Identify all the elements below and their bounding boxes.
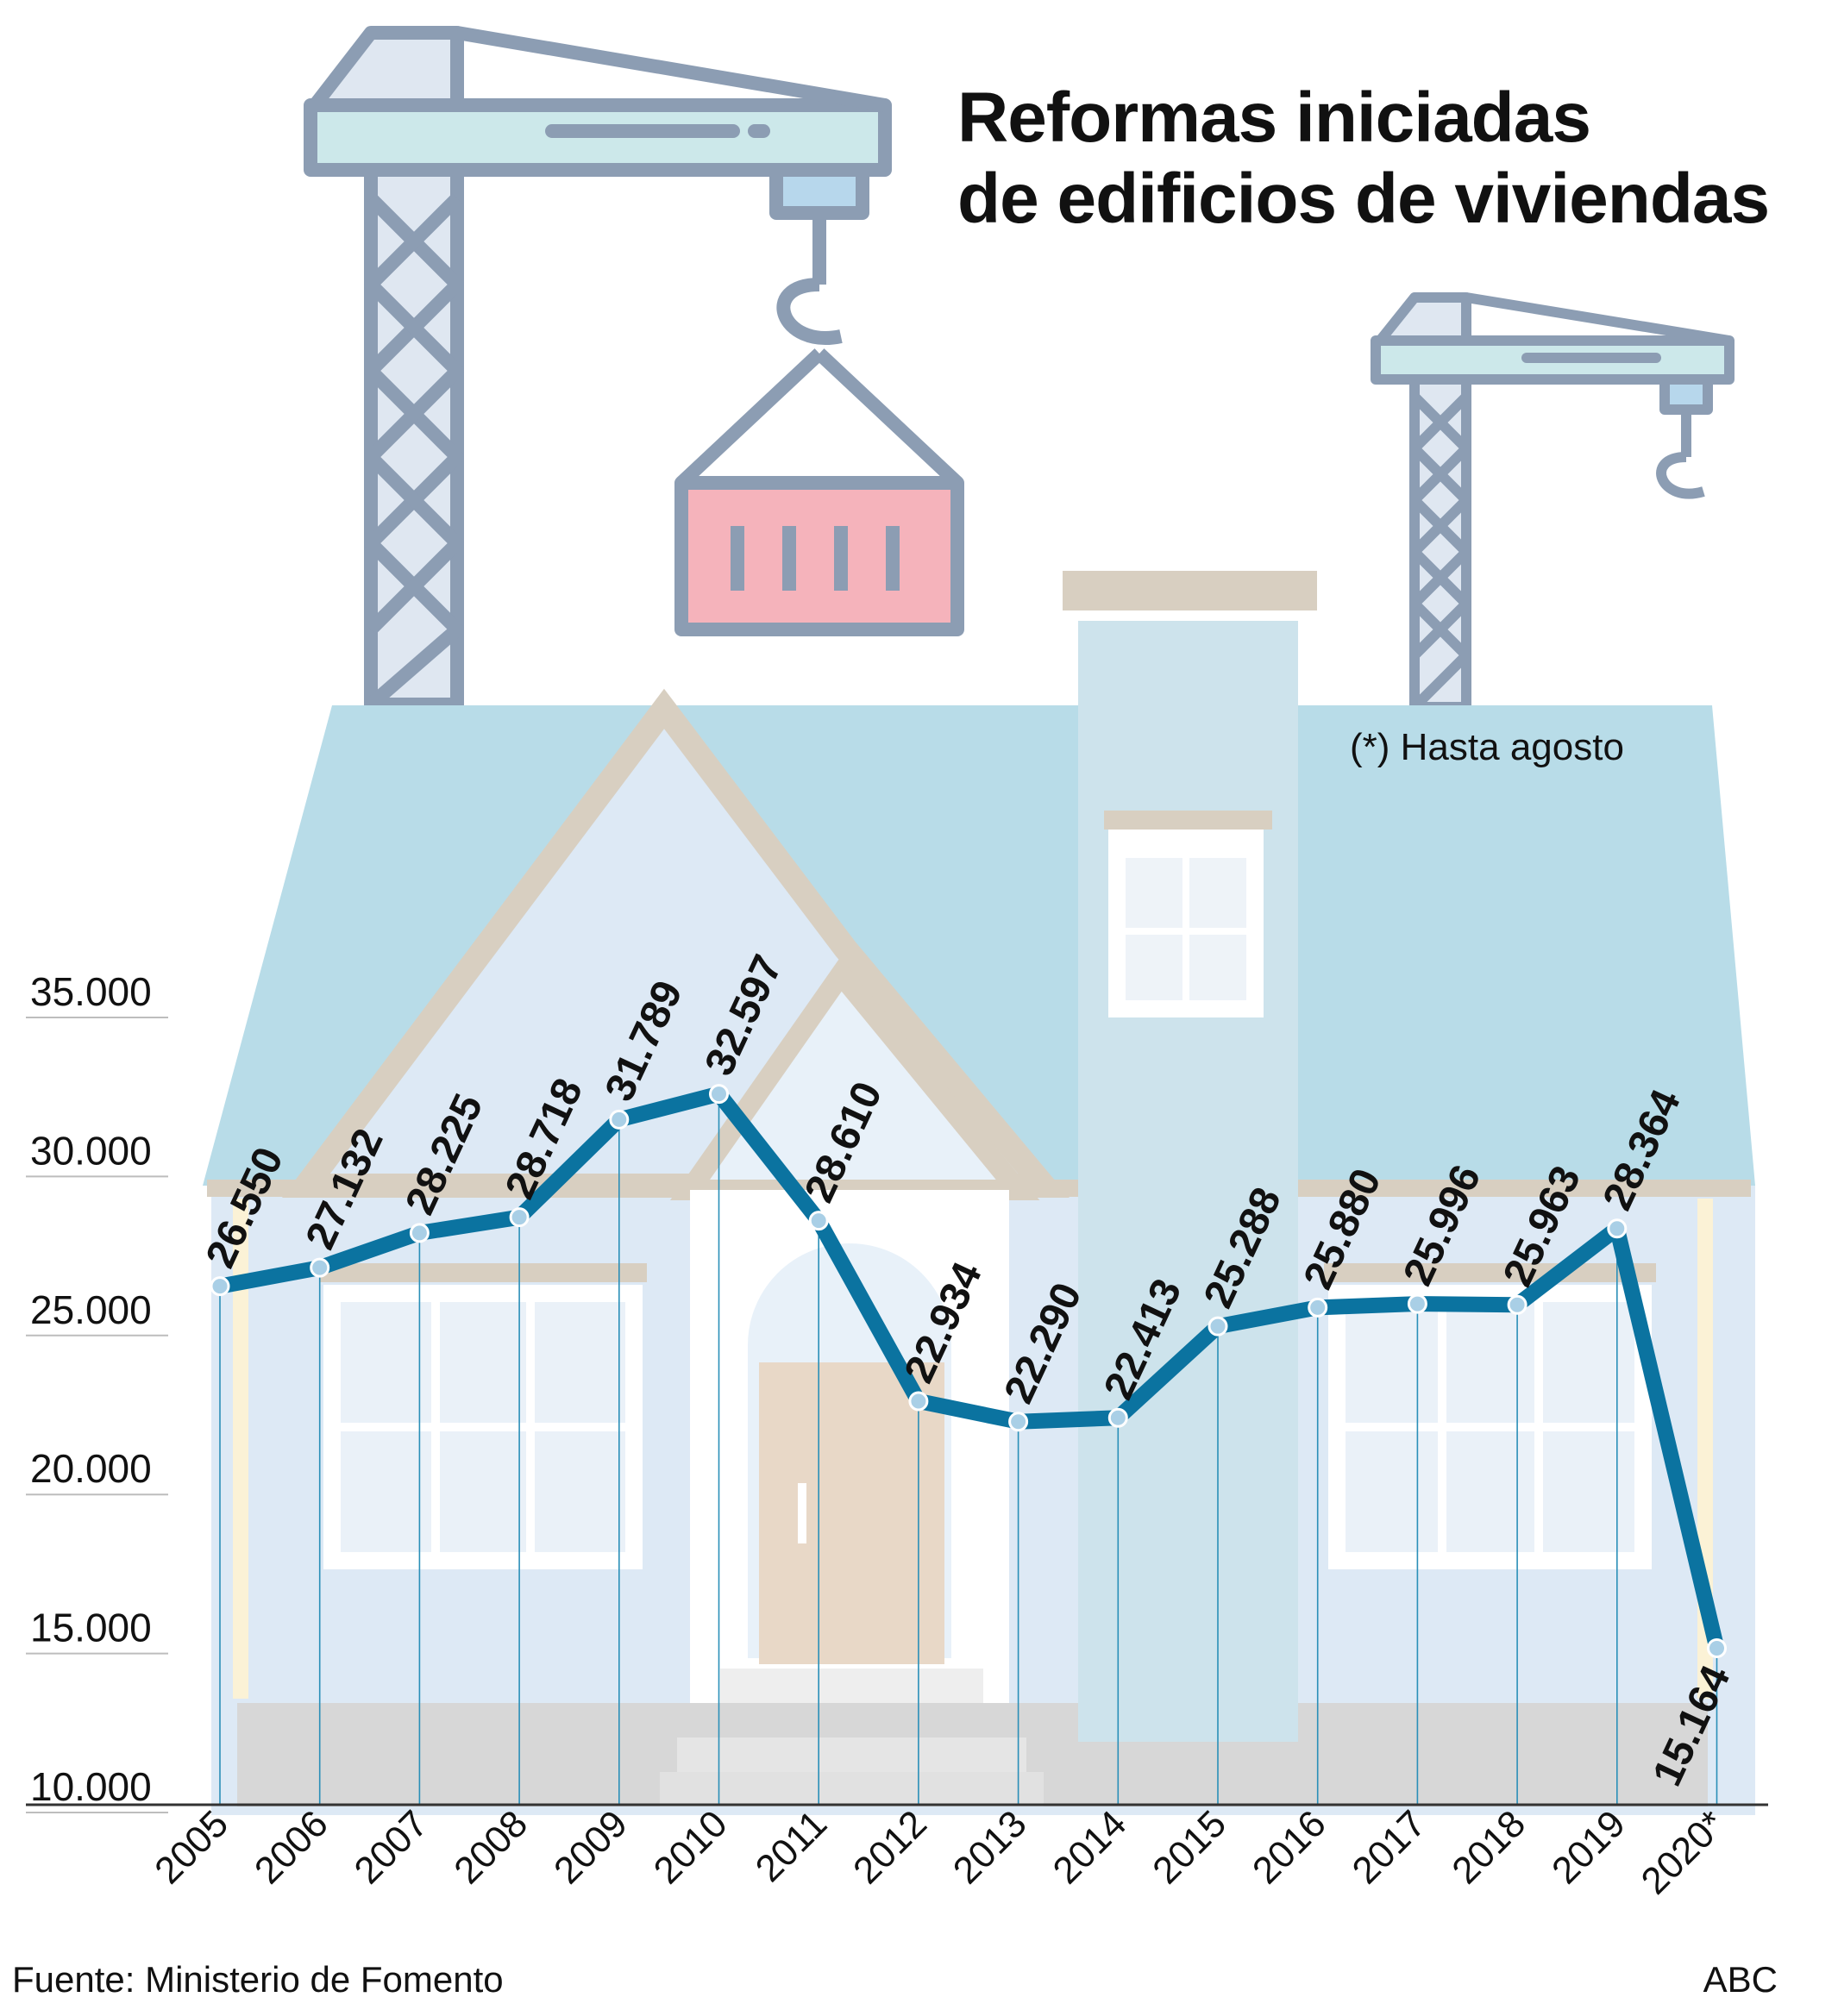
data-point-2010	[709, 1084, 729, 1105]
data-point-2015	[1208, 1316, 1228, 1337]
x-tick-label-2006: 2006	[247, 1802, 336, 1892]
x-tick-labels: 2005 2006 2007 2008 2009 2010 2011 2012 2013 2014…	[147, 1802, 1733, 1902]
data-point-2013	[1008, 1412, 1029, 1432]
x-tick-label-2017: 2017	[1345, 1802, 1434, 1892]
house-chimney-cap	[1063, 571, 1317, 610]
door	[759, 1362, 944, 1664]
left-window-ledge	[319, 1263, 647, 1282]
data-point-2017	[1407, 1293, 1427, 1314]
house-eave	[207, 1180, 1751, 1197]
x-tick-label-2014: 2014	[1045, 1802, 1135, 1892]
data-point-2014	[1107, 1407, 1128, 1428]
data-point-2020*	[1707, 1638, 1727, 1659]
house-illustration	[203, 26, 1755, 1815]
data-point-2016	[1308, 1297, 1328, 1318]
series-line	[212, 1086, 1725, 1656]
x-tick-label-2018: 2018	[1444, 1802, 1534, 1892]
x-tick-label-2008: 2008	[446, 1802, 536, 1892]
title-line-2: de edificios de viviendas	[957, 160, 1770, 238]
series-line-group	[212, 1086, 1725, 1656]
source-credit: Fuente: Ministerio de Fomento	[12, 1959, 504, 2000]
x-tick-label-2005: 2005	[147, 1802, 236, 1892]
x-tick-label-2011: 2011	[748, 1802, 836, 1890]
data-point-2007	[409, 1223, 430, 1243]
y-tick-label-15000: 15.000	[30, 1606, 152, 1650]
y-axis-ticks: 10.000 15.000 20.000 25.000 30.000 35.000	[26, 969, 168, 1813]
data-points	[210, 1084, 1727, 1659]
drop-lines	[219, 1093, 1718, 1805]
data-point-2019	[1607, 1218, 1628, 1239]
data-point-2005	[210, 1276, 230, 1297]
data-point-2008	[509, 1207, 530, 1228]
brand-credit: ABC	[1703, 1959, 1778, 2000]
big-crane-icon	[304, 26, 964, 711]
x-tick-label-2010: 2010	[646, 1802, 736, 1892]
small-crane-icon	[1371, 292, 1734, 712]
y-tick-label-30000: 30.000	[30, 1128, 152, 1173]
data-point-2018	[1507, 1294, 1527, 1315]
x-tick-label-2013: 2013	[945, 1802, 1035, 1892]
data-point-2009	[609, 1109, 630, 1130]
y-tick-label-20000: 20.000	[30, 1446, 152, 1491]
x-tick-label-2016: 2016	[1245, 1802, 1334, 1892]
data-point-2012	[908, 1391, 929, 1412]
x-tick-label-2007: 2007	[347, 1802, 436, 1892]
door-step-1	[720, 1669, 983, 1703]
right-window-ledge	[1324, 1263, 1656, 1282]
x-tick-label-2009: 2009	[546, 1802, 636, 1892]
door-step-2	[677, 1737, 1026, 1772]
y-tick-label-35000: 35.000	[30, 969, 152, 1014]
house-chimney	[1078, 621, 1298, 1742]
x-tick-label-2015: 2015	[1145, 1802, 1234, 1892]
data-point-2006	[310, 1257, 330, 1278]
x-tick-label-2019: 2019	[1544, 1802, 1634, 1892]
x-tick-label-2012: 2012	[845, 1802, 935, 1892]
chart-title: Reformas iniciadas de edificios de vivie…	[957, 78, 1770, 240]
footnote-hasta-agosto: (*) Hasta agosto	[1350, 726, 1624, 768]
x-tick-label-2020*: 2020*	[1634, 1802, 1734, 1902]
y-tick-label-10000: 10.000	[30, 1764, 152, 1809]
door-step-3	[660, 1772, 1044, 1806]
title-line-1: Reformas iniciadas	[957, 78, 1591, 157]
y-tick-label-25000: 25.000	[30, 1287, 152, 1332]
data-point-2011	[808, 1211, 829, 1231]
